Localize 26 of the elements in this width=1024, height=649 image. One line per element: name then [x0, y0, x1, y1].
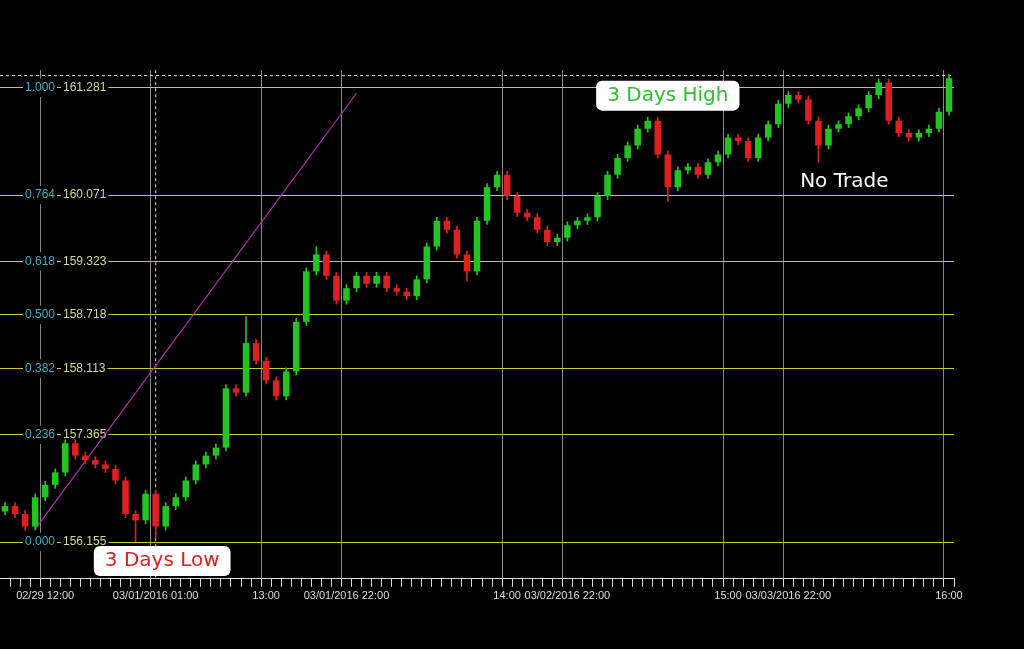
y-tick-label: 158.113: [63, 360, 106, 375]
y2-tick-label: 0.382: [25, 360, 56, 375]
annotation: 3 Days Low: [104, 547, 220, 572]
x-tick-label: 03/01/2016 22:00: [303, 589, 390, 602]
y2-tick-label: 0.618: [25, 253, 56, 268]
annotation: 3 Days High: [607, 81, 729, 106]
y-tick-label: 160.071: [63, 187, 107, 202]
x-tick-label: 03/01/2016 01:00: [112, 589, 199, 602]
y2-tick-label: 0.236: [25, 427, 56, 442]
y-tick-label: 161.281: [63, 80, 107, 95]
y2-tick-label: 1.000: [25, 80, 56, 95]
y-tick-label: 157.365: [63, 427, 107, 442]
annotation: No Trade: [800, 168, 889, 193]
x-tick-label: 14:00: [493, 589, 521, 602]
y-tick-label: 158.718: [63, 307, 107, 322]
y-tick-label: 159.323: [63, 253, 107, 268]
x-tick-label: 15:00: [714, 589, 742, 602]
x-tick-label: 13:00: [252, 589, 280, 602]
y2-tick-label: 0.000: [25, 534, 56, 549]
x-tick-label: 03/02/2016 22:00: [524, 589, 611, 602]
y-tick-label: 156.155: [63, 534, 107, 549]
y2-tick-label: 0.764: [25, 187, 56, 202]
x-tick-label: 03/03/2016 22:00: [745, 589, 832, 602]
x-tick-label: 02/29 12:00: [16, 589, 75, 602]
y2-tick-label: 0.500: [25, 307, 56, 322]
x-tick-label: 16:00: [935, 589, 963, 602]
